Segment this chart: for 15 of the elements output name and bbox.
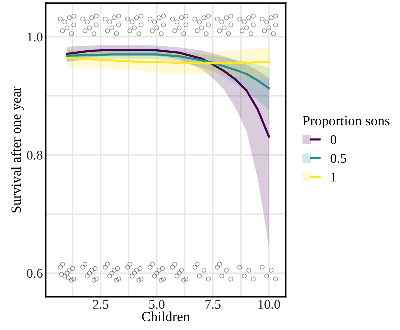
y-axis-title: Survival after one year: [11, 86, 24, 213]
x-tick-label: 5.0: [150, 300, 165, 310]
legend-title: Proportion sons: [303, 116, 390, 128]
line-series: [66, 48, 270, 138]
x-tick-label: 7.5: [206, 300, 221, 310]
y-tick-label: 0.8: [27, 150, 43, 160]
x-tick-label: 2.5: [93, 300, 109, 310]
y-tick-label: 0.6: [27, 269, 43, 278]
line-series: [66, 54, 270, 90]
y-tick-label: 1.0: [28, 32, 43, 42]
legend-label: 1: [332, 172, 336, 182]
legend-label: 0: [330, 136, 336, 144]
legend-label: 0.5: [330, 154, 346, 164]
x-tick-label: 10.0: [258, 300, 280, 310]
x-axis-title: Children: [142, 312, 190, 322]
